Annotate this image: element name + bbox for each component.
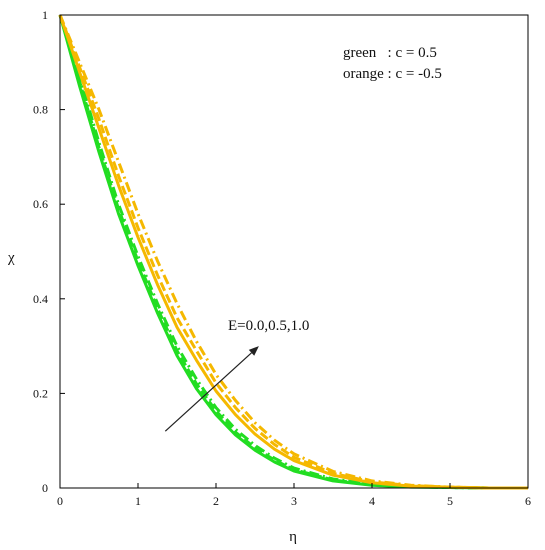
x-tick-label: 4 (369, 494, 375, 508)
x-tick-label: 0 (57, 494, 63, 508)
legend-line-orange: orange : c = -0.5 (343, 66, 442, 82)
ticks-layer: 0 1 2 3 4 5 6 0 0.2 0.4 0.6 0.8 1 (33, 8, 531, 508)
x-tick-label: 2 (213, 494, 219, 508)
y-tick-label: 0.8 (33, 103, 48, 117)
annotation-arrow (164, 352, 252, 432)
x-tick-label: 6 (525, 494, 531, 508)
y-tick-label: 0.4 (33, 292, 48, 306)
legend-line-green: green : c = 0.5 (343, 45, 437, 61)
annotation: E=0.0,0.5,1.0 (164, 318, 309, 432)
y-axis-label: χ (7, 250, 15, 266)
series-line-6 (58, 14, 528, 490)
y-tick-label: 1 (42, 8, 48, 22)
legend: green : c = 0.5 orange : c = -0.5 (343, 45, 442, 82)
annotation-text: E=0.0,0.5,1.0 (228, 318, 309, 334)
y-tick-label: 0.6 (33, 197, 48, 211)
x-tick-label: 3 (291, 494, 297, 508)
y-tick-label: 0 (42, 481, 48, 495)
annotation-arrowhead (248, 346, 259, 356)
y-tick-label: 0.2 (33, 386, 48, 400)
x-tick-label: 5 (447, 494, 453, 508)
series-layer (58, 14, 528, 490)
x-tick-label: 1 (135, 494, 141, 508)
x-axis-label: η (289, 529, 297, 545)
